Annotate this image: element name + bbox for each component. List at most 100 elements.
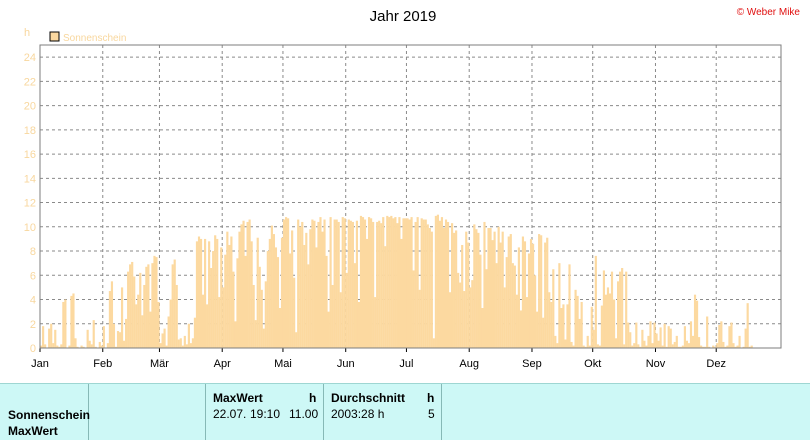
- y-tick-label: 10: [24, 222, 36, 234]
- sunshine-bar: [523, 241, 527, 348]
- plot-border: [39, 44, 782, 349]
- y-tick-label: 4: [30, 295, 36, 307]
- sunshine-bar: [683, 326, 686, 348]
- sunshine-bar: [542, 317, 545, 348]
- sunshine-bar: [125, 318, 128, 348]
- sunshine-bar: [197, 236, 201, 348]
- stats-divider: [205, 384, 206, 440]
- y-tick-label: 16: [24, 149, 36, 161]
- sunshine-bar: [376, 221, 379, 348]
- sunshine-bar: [550, 301, 553, 348]
- sunshine-bar: [586, 335, 589, 348]
- sunshine-bar: [92, 320, 95, 348]
- sunshine-bar: [527, 253, 531, 348]
- sunshine-bar: [345, 272, 348, 348]
- sunshine-bar: [574, 289, 577, 348]
- sunshine-bar: [287, 218, 290, 348]
- sunshine-bar: [467, 242, 470, 348]
- sunshine-bar: [732, 343, 735, 348]
- sunshine-bar: [412, 270, 415, 348]
- sunshine-bar: [163, 328, 166, 348]
- sunshine-bar: [301, 221, 304, 348]
- sunshine-bar: [720, 321, 723, 348]
- sunshine-bar: [681, 345, 684, 348]
- y-tick-label: 14: [24, 173, 36, 185]
- sunshine-bar: [291, 230, 294, 348]
- sunshine-bar: [248, 219, 251, 348]
- sunshine-bar: [649, 321, 652, 348]
- sunshine-bar: [617, 281, 620, 348]
- sunshine-bar: [357, 301, 361, 348]
- sunshine-bar: [398, 217, 401, 348]
- sunshine-bar: [440, 217, 444, 348]
- sunshine-bar: [311, 219, 314, 348]
- sunshine-bar: [531, 243, 535, 348]
- sunshine-bar: [159, 343, 162, 348]
- sunshine-bar: [382, 217, 385, 348]
- sunshine-bar: [625, 271, 628, 348]
- sunshine-bar: [469, 287, 472, 348]
- sunshine-bar: [337, 221, 340, 348]
- sunshine-bar: [216, 238, 219, 348]
- sunshine-bar: [578, 318, 581, 348]
- sunshine-bar: [208, 241, 211, 348]
- sunshine-bar: [102, 326, 105, 348]
- sunshine-bar: [645, 345, 648, 348]
- sunshine-bar: [691, 335, 695, 348]
- sunshine-bar: [558, 263, 561, 348]
- sunshine-bar: [98, 341, 101, 348]
- sunshine-bar: [258, 266, 261, 348]
- x-tick-label: Jan: [31, 358, 49, 370]
- sunshine-bar: [365, 238, 369, 348]
- sunshine-bar: [685, 340, 689, 348]
- x-tick-label: Sep: [522, 358, 542, 370]
- sunshine-bar: [730, 322, 733, 348]
- sunshine-bar: [513, 265, 516, 348]
- sunshine-bar: [499, 242, 502, 348]
- sunshine-bar: [135, 304, 138, 348]
- sunshine-bar: [396, 223, 399, 348]
- max-date: 22.07.: [213, 407, 247, 421]
- stats-divider: [441, 384, 442, 440]
- sunshine-bar: [220, 247, 223, 348]
- sunshine-bar: [254, 320, 257, 348]
- sunshine-bar: [280, 237, 284, 348]
- sunshine-bar: [497, 226, 500, 348]
- sunshine-bar: [596, 344, 599, 348]
- sunshine-bar: [199, 238, 203, 348]
- sunshine-bar: [610, 271, 614, 348]
- sunshine-bar: [588, 345, 591, 348]
- sunshine-bar: [744, 328, 747, 348]
- sunshine-bar: [728, 326, 731, 348]
- credit-link[interactable]: © Weber Mike: [737, 7, 801, 18]
- sunshine-bar: [473, 224, 476, 348]
- sunshine-bar: [313, 220, 316, 348]
- sunshine-bar: [667, 326, 670, 348]
- stats-divider: [323, 384, 324, 440]
- sunshine-bar: [60, 344, 63, 348]
- sunshine-bar: [114, 346, 118, 348]
- sunshine-bar: [64, 299, 67, 348]
- sunshine-bar: [274, 247, 278, 348]
- sunshine-bar: [483, 221, 486, 348]
- sunshine-bar: [420, 218, 423, 348]
- sunshine-bar: [68, 345, 71, 348]
- sunshine-bar: [266, 251, 269, 348]
- x-tick-label: Jul: [399, 358, 413, 370]
- sunshine-bar: [525, 297, 529, 348]
- sunshine-bar: [234, 321, 237, 348]
- sunshine-bar: [157, 301, 160, 348]
- sunshine-bar: [495, 263, 498, 348]
- sunshine-bar: [509, 234, 512, 348]
- sunshine-bar: [82, 346, 85, 348]
- sunshine-bar: [386, 215, 389, 348]
- sunshine-bar: [110, 281, 114, 348]
- sunshine-bar: [568, 264, 571, 348]
- sunshine-bar: [430, 231, 433, 348]
- sunshine-bar: [633, 343, 636, 348]
- sunshine-bar: [475, 229, 478, 348]
- sunshine-bar: [511, 263, 514, 348]
- sunshine-bar: [297, 219, 300, 348]
- x-tick-label: Dez: [706, 358, 726, 370]
- sunshine-bar: [716, 343, 719, 348]
